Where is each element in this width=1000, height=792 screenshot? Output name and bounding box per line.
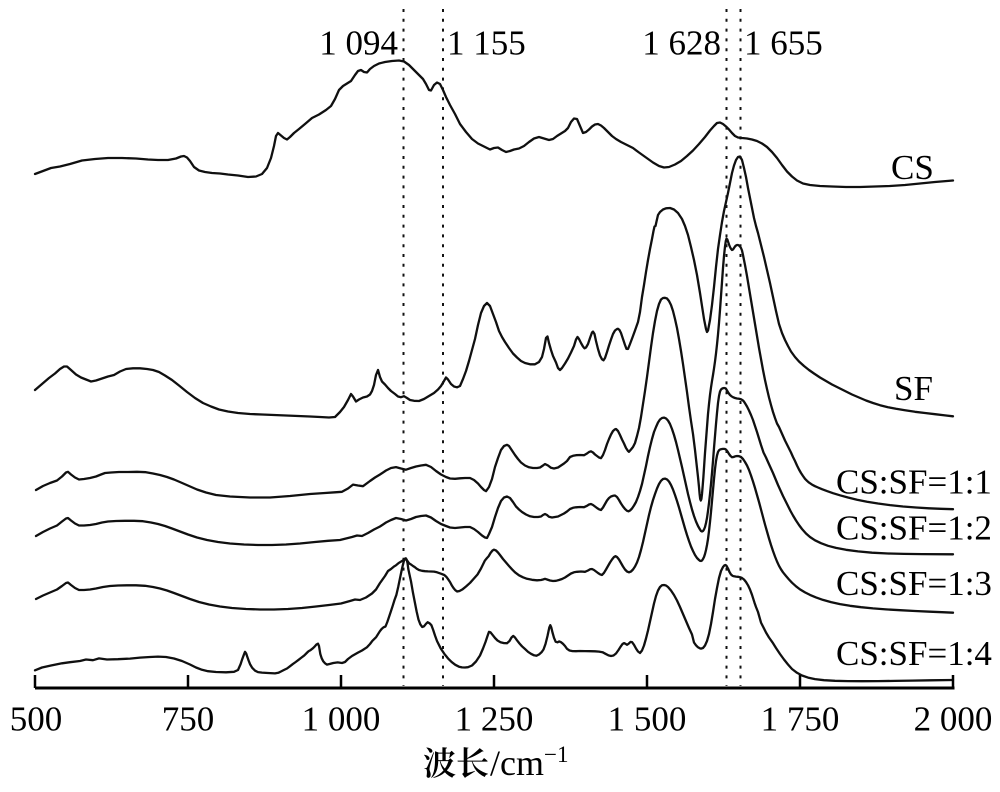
svg-text:1 500: 1 500 [608, 700, 687, 739]
svg-text:750: 750 [162, 700, 215, 739]
svg-text:1 000: 1 000 [302, 700, 381, 739]
svg-text:CS:SF=1:3: CS:SF=1:3 [836, 564, 992, 603]
svg-text:1 628: 1 628 [642, 24, 721, 63]
svg-text:500: 500 [10, 700, 63, 739]
svg-text:CS: CS [891, 148, 934, 187]
svg-text:SF: SF [894, 369, 933, 408]
svg-text:CS:SF=1:2: CS:SF=1:2 [836, 509, 992, 548]
svg-text:2 000: 2 000 [914, 700, 993, 739]
svg-text:CS:SF=1:4: CS:SF=1:4 [836, 634, 992, 673]
svg-text:1 094: 1 094 [319, 24, 398, 63]
svg-text:CS:SF=1:1: CS:SF=1:1 [836, 463, 992, 502]
svg-text:−1: −1 [544, 742, 568, 767]
svg-text:1 155: 1 155 [447, 24, 526, 63]
svg-text:/cm: /cm [490, 743, 544, 783]
svg-text:1 250: 1 250 [455, 700, 534, 739]
svg-text:1 655: 1 655 [744, 24, 823, 63]
svg-text:1 750: 1 750 [761, 700, 840, 739]
